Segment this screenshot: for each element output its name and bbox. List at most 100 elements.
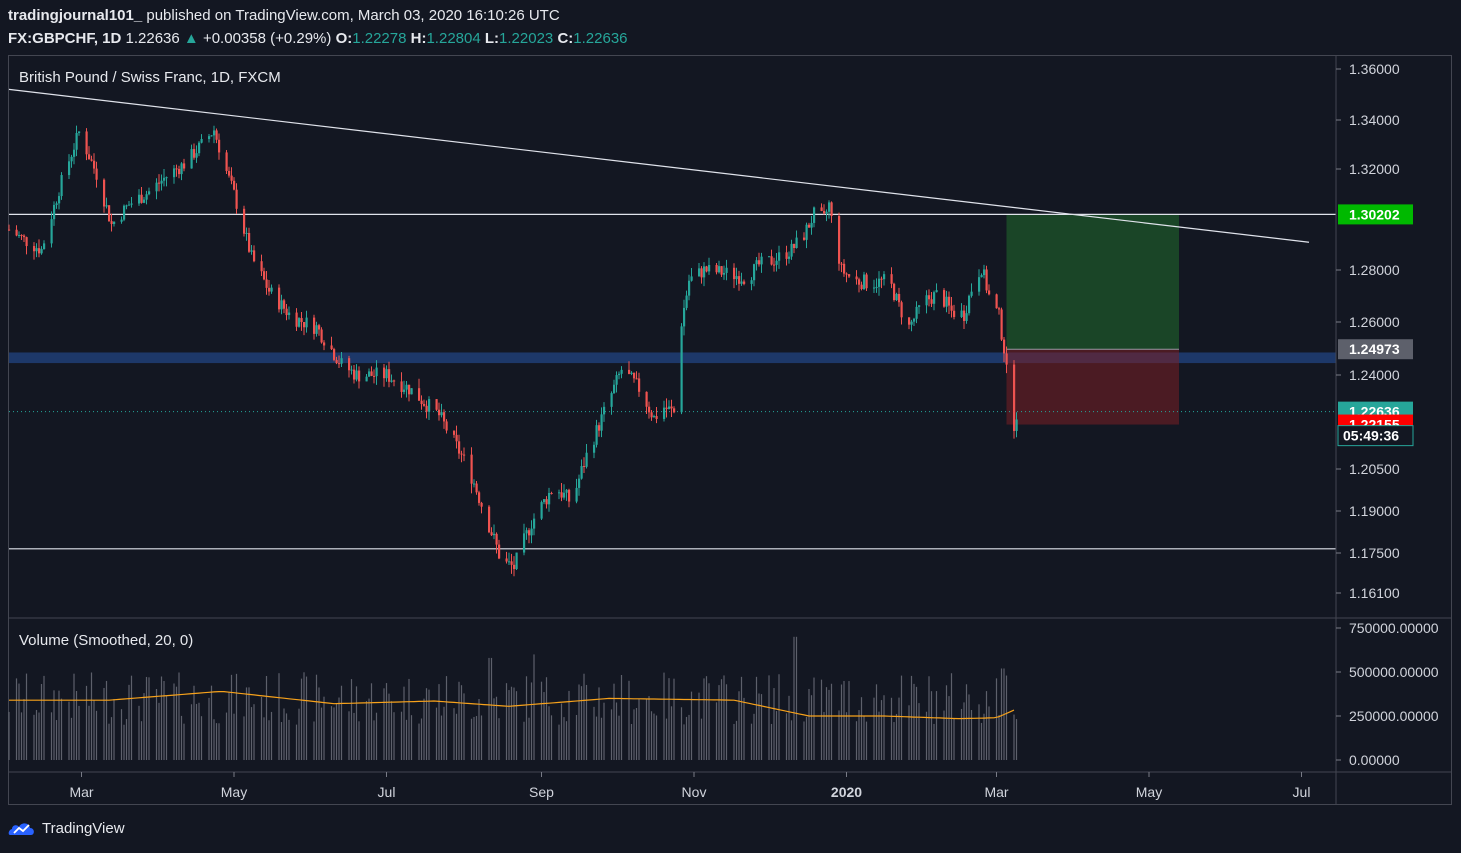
candle-body (348, 358, 351, 371)
volume-tick-label: 250000.00000 (1349, 708, 1439, 724)
candle-body (985, 269, 988, 291)
candle-body (53, 204, 56, 220)
candle-body (808, 224, 811, 228)
candle-body (350, 369, 353, 371)
candle-body (908, 317, 911, 325)
candle-body (393, 380, 396, 382)
volume-tick-label: 0.00000 (1349, 752, 1400, 768)
candle-body (875, 286, 878, 288)
candle-body (78, 131, 81, 134)
candle-body (775, 260, 778, 265)
candle-body (988, 290, 991, 295)
price-tick-label: 1.26000 (1349, 314, 1400, 330)
candle-body (408, 384, 411, 395)
candle-body (618, 373, 621, 376)
candle-body (493, 533, 496, 536)
candle-body (823, 210, 826, 214)
candle-body (610, 393, 613, 407)
candle-body (928, 295, 931, 300)
price-tag-box (1338, 339, 1413, 360)
candle-body (155, 182, 158, 192)
candle-body (530, 528, 533, 536)
candle-body (735, 276, 738, 280)
candle-body (25, 237, 28, 247)
price-tick-label: 1.34000 (1349, 112, 1400, 128)
candle-body (270, 287, 273, 292)
candle-body (615, 375, 618, 385)
candle-body (523, 533, 526, 553)
candle-body (560, 492, 563, 498)
candle-body (315, 325, 318, 334)
time-tick-label: 2020 (831, 784, 862, 800)
candle-body (595, 425, 598, 445)
brand-text: TradingView (42, 819, 125, 837)
candle-body (335, 359, 338, 364)
candle-body (948, 296, 951, 306)
time-tick-label: Mar (984, 784, 1008, 800)
candle-body (330, 345, 333, 350)
candle-body (533, 518, 536, 529)
author-name[interactable]: tradingjournal101_ (8, 7, 143, 24)
candle-body (663, 407, 666, 419)
candle-body (965, 313, 968, 321)
candle-body (670, 406, 673, 409)
candle-body (843, 263, 846, 274)
candle-body (145, 194, 148, 200)
candle-body (880, 278, 883, 280)
price-change: +0.00358 (+0.29%) (202, 30, 332, 47)
candle-body (515, 552, 518, 570)
candle-body (653, 416, 656, 418)
support-zone-rect (9, 352, 1336, 364)
candle-body (88, 154, 91, 160)
candle-body (893, 283, 896, 301)
candle-body (778, 252, 781, 261)
candle-body (708, 264, 711, 272)
candle-body (365, 376, 368, 382)
candle-body (93, 160, 96, 169)
low-value: 1.22023 (499, 30, 554, 47)
candle-body (873, 287, 876, 289)
candle-body (265, 279, 268, 288)
candle-body (738, 276, 741, 284)
candle-body (603, 406, 606, 415)
candle-body (995, 294, 998, 309)
candle-body (700, 268, 703, 278)
candle-body (813, 207, 816, 223)
candle-body (593, 444, 596, 453)
candle-body (935, 290, 938, 293)
footer-brand[interactable]: TradingView (8, 819, 125, 837)
candle-body (455, 434, 458, 442)
candle-body (750, 280, 753, 284)
candle-body (353, 369, 356, 380)
candle-body (580, 466, 583, 479)
candle-body (980, 275, 983, 278)
candle-body (900, 302, 903, 318)
candle-body (930, 299, 933, 304)
candle-body (300, 318, 303, 323)
candle-body (805, 224, 808, 240)
candle-body (828, 202, 831, 212)
candle-body (463, 454, 466, 456)
candle-body (865, 274, 868, 289)
candle-body (883, 274, 886, 280)
time-tick-label: May (221, 784, 247, 800)
candle-body (125, 205, 128, 207)
candle-body (250, 250, 253, 252)
candle-body (283, 300, 286, 309)
candle-body (243, 208, 246, 234)
candle-body (943, 290, 946, 307)
candle-body (585, 452, 588, 467)
candle-body (723, 272, 726, 275)
low-label: L: (484, 30, 500, 47)
candle-body (460, 453, 463, 455)
volume-tick-label: 750000.00000 (1349, 620, 1439, 636)
trendlines (8, 88, 1336, 550)
candle-body (830, 202, 833, 217)
candle-body (128, 204, 131, 206)
candle-body (35, 248, 38, 252)
candle-body (8, 229, 11, 231)
candle-body (648, 406, 651, 413)
candle-body (963, 310, 966, 321)
candle-body (55, 203, 58, 205)
